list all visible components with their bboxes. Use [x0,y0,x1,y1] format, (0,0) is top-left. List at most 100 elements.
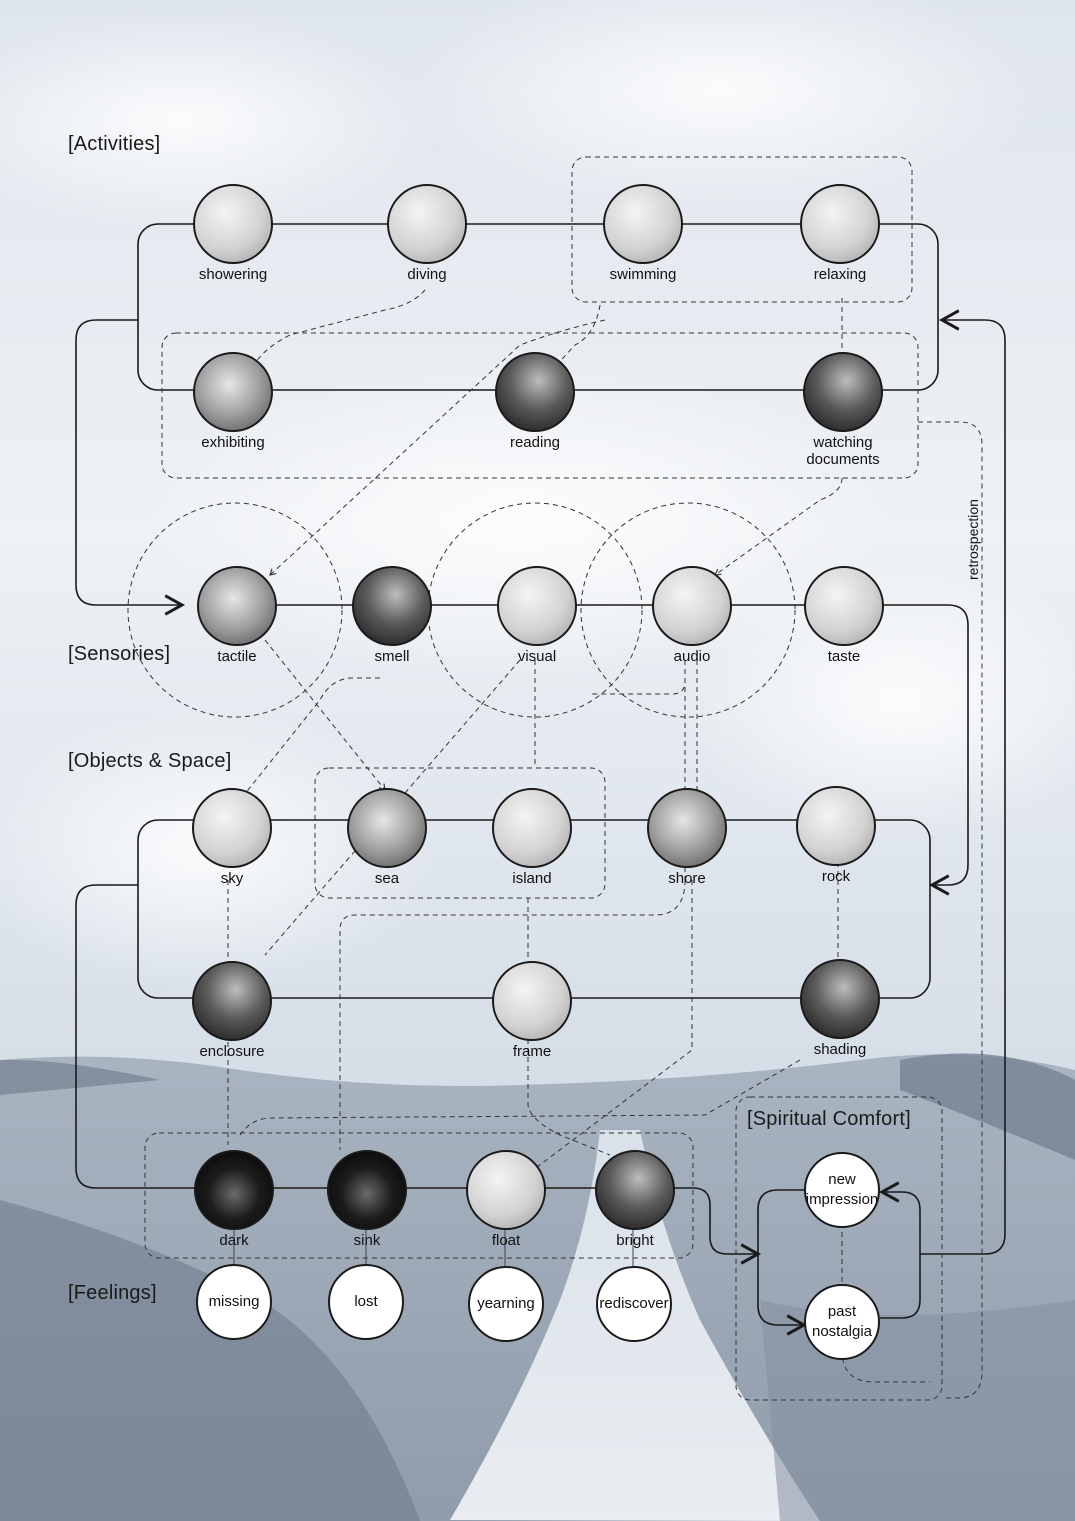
node-label: shading [813,1041,867,1058]
feeling-label: missing [208,1293,260,1310]
node-frame: frame [492,961,572,1060]
section-activities: [Activities] [68,133,161,155]
node-label: frame [512,1043,552,1060]
section-feelings: [Feelings] [68,1282,157,1304]
node-swimming: swimming [603,184,683,283]
node-label: audio [673,648,711,665]
feeling-label: yearning [477,1295,535,1312]
node-taste: taste [804,566,884,665]
comfort-circle [804,1152,880,1228]
node-smell: smell [352,566,432,665]
shore-photo [647,788,727,868]
feeling-rediscover: rediscover [596,1266,672,1342]
sink-photo [327,1150,407,1230]
feeling-yearning: yearning [468,1266,544,1342]
node-enclosure: enclosure [192,961,272,1060]
smell-photo [352,566,432,646]
audio-photo [652,566,732,646]
node-label: swimming [609,266,677,283]
node-label: taste [827,648,861,665]
node-label: dark [219,1232,249,1249]
node-bright: bright [595,1150,675,1249]
dashed-links [127,156,983,1401]
node-label: watching documents [806,434,880,468]
enclosure-photo [192,961,272,1041]
comfort-circle [804,1284,880,1360]
section-sensories: [Sensories] [68,643,171,665]
node-sky: sky [192,788,272,887]
sea-photo [347,788,427,868]
node-dark: dark [194,1150,274,1249]
section-spiritual-comfort: [Spiritual Comfort] [747,1108,911,1130]
feeling-circle [196,1264,272,1340]
island-photo [492,788,572,868]
watching-documents-photo [803,352,883,432]
node-label: reading [509,434,561,451]
comfort-new-impression: new impression [804,1152,880,1228]
feeling-lost: lost [328,1264,404,1340]
reading-photo [495,352,575,432]
section-objects-space: [Objects & Space] [68,750,232,772]
exhibiting-photo [193,352,273,432]
comfort-label: past nostalgia [811,1303,873,1340]
node-label: exhibiting [201,434,265,451]
feeling-label: rediscover [599,1295,669,1312]
feeling-circle [596,1266,672,1342]
node-reading: reading [495,352,575,451]
swimming-photo [603,184,683,264]
sky-photo [192,788,272,868]
node-label: rock [821,868,851,885]
node-watching-documents: watching documents [803,352,883,468]
retrospection-label: retrospection [965,499,981,580]
node-diving: diving [387,184,467,283]
node-audio: audio [652,566,732,665]
solid-loops [75,223,1006,1336]
float-photo [466,1150,546,1230]
comfort-label: new impression [805,1171,879,1208]
feeling-label: lost [354,1293,378,1310]
node-rock: rock [796,786,876,885]
node-exhibiting: exhibiting [193,352,273,451]
node-island: island [492,788,572,887]
node-label: shore [668,870,706,887]
relaxing-photo [800,184,880,264]
node-label: bright [616,1232,654,1249]
feeling-connectors [233,1226,634,1266]
node-relaxing: relaxing [800,184,880,283]
node-visual: visual [497,566,577,665]
rock-photo [796,786,876,866]
visual-photo [497,566,577,646]
node-label: visual [517,648,557,665]
node-label: diving [407,266,447,283]
node-label: showering [198,266,268,283]
shading-photo [800,959,880,1039]
bright-photo [595,1150,675,1230]
node-label: smell [374,648,410,665]
feeling-circle [328,1264,404,1340]
node-label: sink [353,1232,381,1249]
node-label: sky [220,870,244,887]
node-showering: showering [193,184,273,283]
node-label: enclosure [199,1043,265,1060]
comfort-past-nostalgia: past nostalgia [804,1284,880,1360]
node-label: sea [374,870,400,887]
node-sea: sea [347,788,427,887]
node-tactile: tactile [197,566,277,665]
node-label: island [512,870,552,887]
node-float: float [466,1150,546,1249]
dark-photo [194,1150,274,1230]
frame-photo [492,961,572,1041]
node-sink: sink [327,1150,407,1249]
feeling-circle [468,1266,544,1342]
node-label: tactile [217,648,257,665]
node-shore: shore [647,788,727,887]
tactile-photo [197,566,277,646]
node-shading: shading [800,959,880,1058]
node-label: float [491,1232,521,1249]
feeling-missing: missing [196,1264,272,1340]
taste-photo [804,566,884,646]
showering-photo [193,184,273,264]
diving-photo [387,184,467,264]
